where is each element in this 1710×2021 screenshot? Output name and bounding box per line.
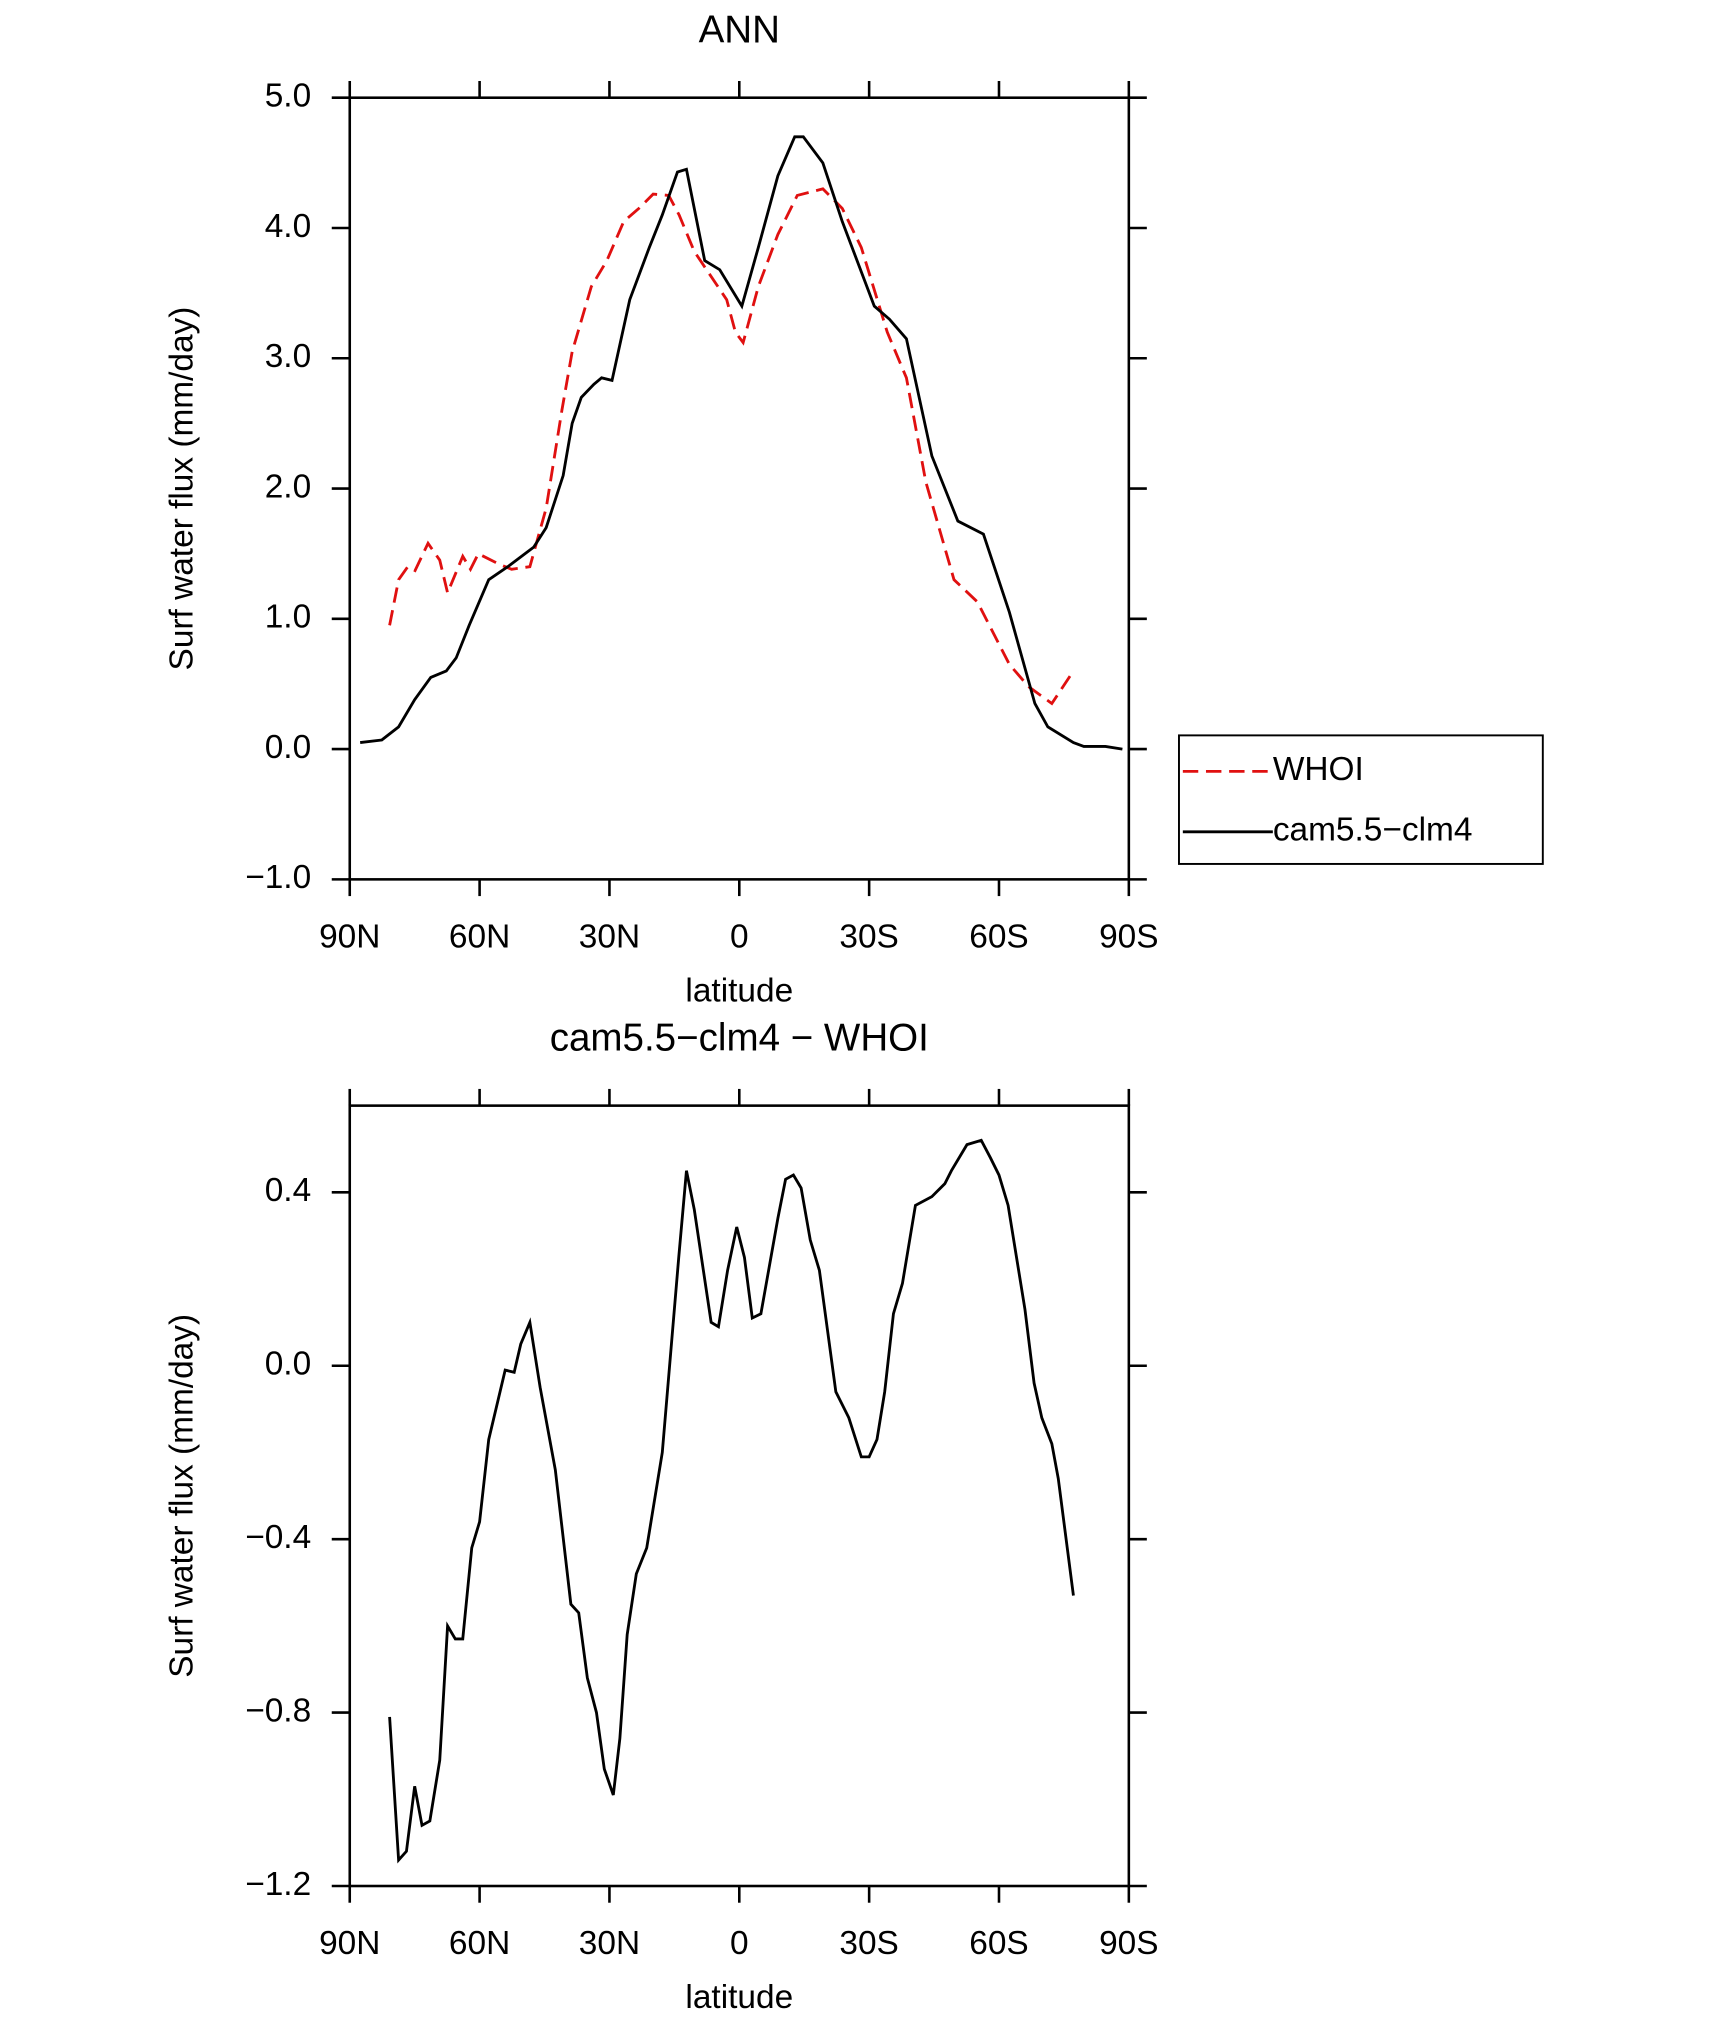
data-line bbox=[359, 135, 1123, 751]
y-tick-label: 1.0 bbox=[265, 599, 311, 636]
y-tick-label: 3.0 bbox=[265, 338, 311, 375]
x-tick-label: 60S bbox=[969, 1925, 1028, 1962]
x-axis-label: latitude bbox=[685, 972, 793, 1009]
legend-box bbox=[1178, 734, 1544, 865]
x-tick-label: 30S bbox=[839, 918, 898, 955]
x-tick-label: 30S bbox=[839, 1925, 898, 1962]
y-tick-label: 4.0 bbox=[265, 208, 311, 245]
plot-frame bbox=[348, 96, 1131, 881]
x-tick-label: 60N bbox=[449, 918, 510, 955]
x-tick-label: 0 bbox=[730, 1925, 749, 1962]
data-line bbox=[388, 1138, 1075, 1864]
x-tick-label: 30N bbox=[579, 1925, 640, 1962]
x-tick-label: 0 bbox=[730, 918, 749, 955]
y-tick-label: 0.0 bbox=[265, 1346, 311, 1383]
data-line bbox=[388, 187, 1075, 706]
y-tick-label: 2.0 bbox=[265, 468, 311, 505]
x-tick-label: 90S bbox=[1099, 1925, 1158, 1962]
x-tick-label: 90S bbox=[1099, 918, 1158, 955]
x-tick-label: 60N bbox=[449, 1925, 510, 1962]
y-axis-label: Surf water flux (mm/day) bbox=[164, 1314, 201, 1678]
x-tick-label: 90N bbox=[319, 1925, 380, 1962]
legend-label: WHOI bbox=[1273, 751, 1364, 788]
x-axis-label: latitude bbox=[685, 1979, 793, 2016]
chart-title: cam5.5−clm4 − WHOI bbox=[550, 1016, 929, 1059]
x-tick-label: 30N bbox=[579, 918, 640, 955]
y-tick-label: −0.8 bbox=[245, 1692, 311, 1729]
x-tick-label: 60S bbox=[969, 918, 1028, 955]
y-tick-label: −1.2 bbox=[245, 1866, 311, 1903]
y-tick-label: 0.4 bbox=[265, 1172, 311, 1209]
y-tick-label: −0.4 bbox=[245, 1519, 311, 1556]
y-tick-label: −1.0 bbox=[245, 859, 311, 896]
x-tick-label: 90N bbox=[319, 918, 380, 955]
chart-title: ANN bbox=[699, 8, 780, 51]
legend-label: cam5.5−clm4 bbox=[1273, 812, 1473, 849]
y-tick-label: 0.0 bbox=[265, 729, 311, 766]
y-tick-label: 5.0 bbox=[265, 78, 311, 115]
y-axis-label: Surf water flux (mm/day) bbox=[164, 307, 201, 671]
